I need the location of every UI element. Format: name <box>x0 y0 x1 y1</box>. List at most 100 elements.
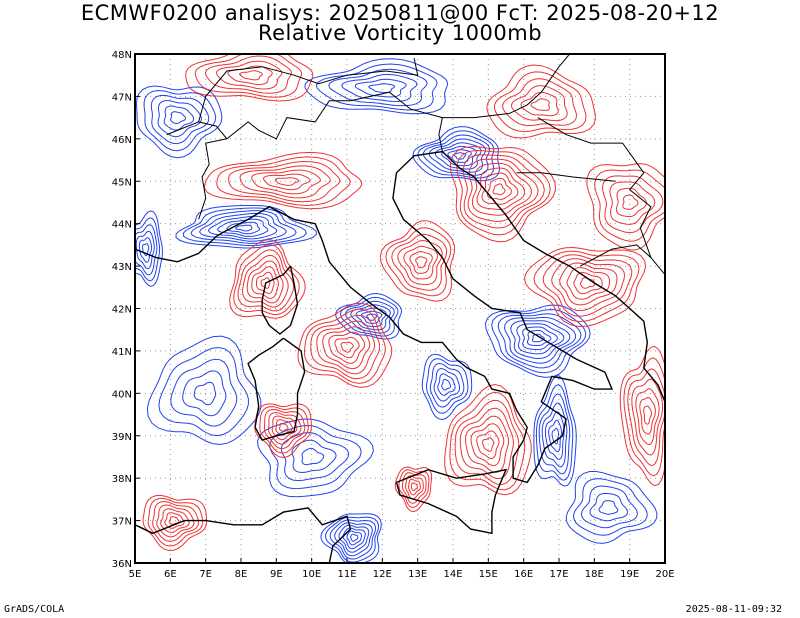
positive-vorticity-contour <box>385 227 452 297</box>
positive-vorticity-contour <box>542 254 633 317</box>
positive-vorticity-contour <box>510 85 568 122</box>
positive-vorticity-contour <box>456 149 551 236</box>
lat-tick-label: 41N <box>112 347 132 358</box>
positive-vorticity-contour <box>615 187 648 218</box>
negative-vorticity-contour <box>504 317 577 364</box>
lon-tick-label: 19E <box>620 569 639 580</box>
negative-vorticity-contour <box>437 373 456 396</box>
positive-vorticity-contour <box>609 181 656 225</box>
negative-vorticity-contour <box>320 513 382 563</box>
negative-vorticity-contour <box>441 378 452 391</box>
negative-vorticity-contour <box>158 346 249 437</box>
vorticity-contours <box>135 54 665 563</box>
negative-vorticity-contour <box>516 323 565 355</box>
positive-vorticity-contour <box>279 422 289 432</box>
lon-tick-label: 13E <box>408 569 427 580</box>
positive-vorticity-contour <box>229 239 306 319</box>
coastline <box>395 468 508 535</box>
lon-tick-label: 7E <box>199 569 212 580</box>
positive-vorticity-contour <box>405 475 424 500</box>
negative-vorticity-contour <box>533 375 577 487</box>
positive-vorticity-contour <box>470 423 505 467</box>
latitude-axis: 36N 37N 38N 39N 40N 41N 42N 43N 44N 45N 46N 47N 48N <box>112 50 140 570</box>
positive-vorticity-contour <box>391 233 448 291</box>
lon-tick-label: 17E <box>549 569 568 580</box>
positive-vorticity-contour <box>459 407 514 479</box>
negative-vorticity-contour <box>163 105 195 131</box>
coastline <box>222 150 614 484</box>
positive-vorticity-contour <box>530 98 551 111</box>
negative-vorticity-contour <box>497 313 582 369</box>
lat-tick-label: 47N <box>112 92 132 103</box>
negative-vorticity-contour <box>138 237 153 263</box>
positive-vorticity-contour <box>185 54 314 102</box>
negative-vorticity-contour <box>354 78 407 98</box>
negative-vorticity-contour <box>235 224 253 232</box>
negative-vorticity-contour <box>342 527 366 550</box>
coastlines <box>135 54 665 563</box>
positive-vorticity-contour <box>586 163 665 251</box>
lon-tick-label: 8E <box>235 569 248 580</box>
negative-vorticity-contour <box>412 126 501 182</box>
negative-vorticity-contour <box>257 418 374 498</box>
map-title: ECMWF0200 analisys: 20250811@00 FcT: 202… <box>80 1 720 25</box>
negative-vorticity-contour <box>484 304 591 378</box>
positive-vorticity-contour <box>160 508 190 533</box>
negative-vorticity-contour <box>226 221 261 235</box>
negative-vorticity-contour <box>135 210 163 287</box>
negative-vorticity-contour <box>580 485 638 529</box>
negative-vorticity-contour <box>551 427 560 445</box>
lon-tick-label: 15E <box>479 569 498 580</box>
lon-tick-label: 10E <box>302 569 321 580</box>
map-subtitle: Relative Vorticity 1000mb <box>257 21 543 45</box>
positive-vorticity-contour <box>639 396 656 435</box>
positive-vorticity-contour <box>401 472 427 504</box>
positive-vorticity-contour <box>334 336 360 359</box>
positive-vorticity-contour <box>643 405 652 425</box>
positive-vorticity-contour <box>233 244 300 315</box>
lon-tick-label: 16E <box>514 569 533 580</box>
positive-vorticity-contour <box>239 165 331 199</box>
negative-vorticity-contour <box>182 370 227 417</box>
negative-vorticity-contour <box>589 492 629 522</box>
positive-vorticity-contour <box>403 245 438 280</box>
lon-tick-label: 9E <box>270 569 283 580</box>
negative-vorticity-contour <box>565 471 658 544</box>
positive-vorticity-contour <box>204 55 292 94</box>
negative-vorticity-contour <box>146 335 262 446</box>
negative-vorticity-contour <box>538 393 571 475</box>
positive-vorticity-contour <box>147 497 204 547</box>
positive-vorticity-contour <box>271 415 298 441</box>
country-border <box>198 58 419 123</box>
positive-vorticity-contour <box>494 71 587 133</box>
coastline <box>135 507 352 563</box>
positive-vorticity-contour <box>263 408 306 449</box>
negative-vorticity-contour <box>335 292 403 340</box>
lon-tick-label: 14E <box>443 569 462 580</box>
negative-vorticity-contour <box>135 224 158 276</box>
positive-vorticity-contour <box>619 345 665 487</box>
lat-tick-label: 48N <box>112 50 132 61</box>
positive-vorticity-contour <box>631 378 663 456</box>
positive-vorticity-contour <box>239 70 263 81</box>
negative-vorticity-contour <box>217 218 269 237</box>
negative-vorticity-contour <box>453 152 467 160</box>
lat-tick-label: 44N <box>112 220 132 231</box>
negative-vorticity-contour <box>429 362 465 408</box>
lat-tick-label: 37N <box>112 517 132 528</box>
positive-vorticity-contour <box>410 482 418 492</box>
positive-vorticity-contour <box>328 331 366 364</box>
positive-vorticity-contour <box>573 271 603 295</box>
negative-vorticity-contour <box>325 516 380 563</box>
positive-vorticity-contour <box>142 494 208 552</box>
positive-vorticity-contour <box>260 277 271 289</box>
negative-vorticity-contour <box>531 333 545 343</box>
negative-vorticity-contour <box>304 58 449 115</box>
footer-credit: GrADS/COLA <box>4 604 65 615</box>
negative-vorticity-contour <box>328 68 428 107</box>
country-border <box>198 91 443 220</box>
lat-tick-label: 36N <box>112 559 132 570</box>
negative-vorticity-contour <box>143 89 217 152</box>
positive-vorticity-contour <box>471 162 532 216</box>
